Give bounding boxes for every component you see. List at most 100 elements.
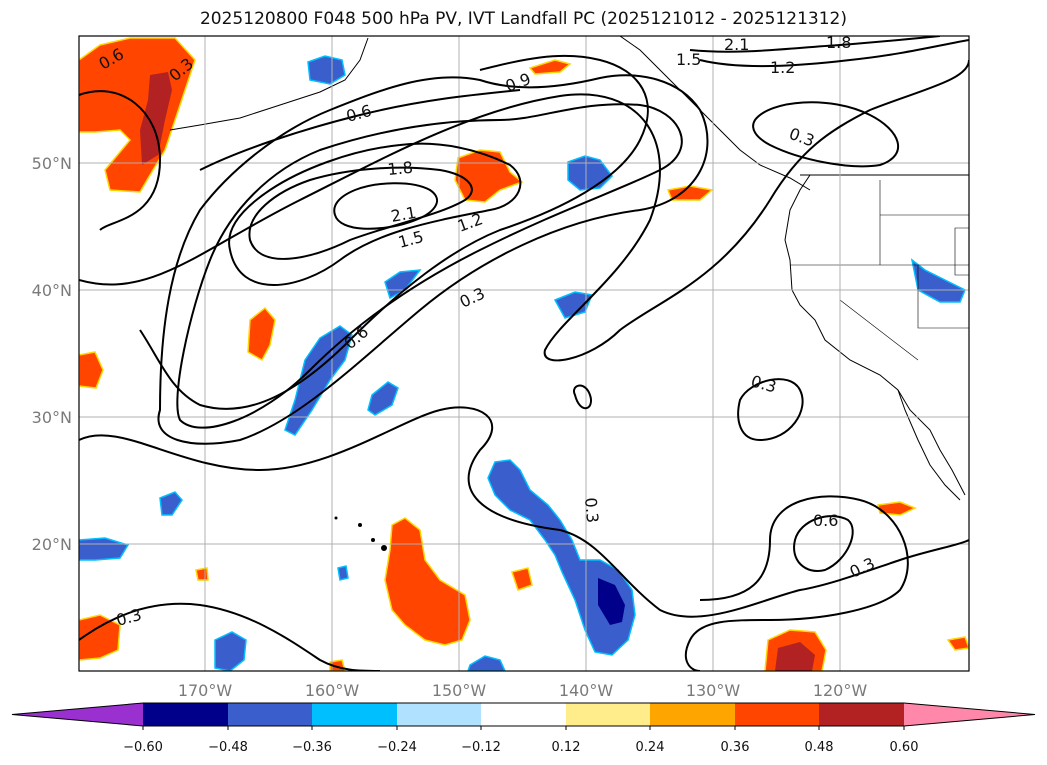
colorbar-tick: 0.36: [721, 740, 750, 755]
anomaly-blue-3: [384, 269, 422, 300]
contour-label: 1.8: [387, 158, 414, 179]
coast-bc-alaska-panhandle: [619, 36, 811, 191]
contour-0.9: [157, 74, 709, 445]
anomaly-se-red: [775, 642, 815, 671]
contour-0.6-outer: [79, 54, 649, 410]
colorbar-segment: [566, 703, 650, 726]
baja-coast: [897, 389, 961, 501]
contour-0.3-east-loop: [737, 378, 804, 442]
islands: [334, 516, 387, 551]
contour-0.6-north: [199, 89, 521, 171]
colorbar-segment: [312, 703, 397, 726]
lat-label: 50°N: [32, 154, 72, 173]
colorbar-tick: −0.60: [123, 740, 163, 755]
lat-label: 20°N: [32, 535, 72, 554]
map-area: [79, 36, 969, 671]
anomaly-orange-small-7: [877, 501, 917, 516]
colorbar-tick: 0.48: [805, 740, 834, 755]
lon-label: 170°W: [178, 681, 233, 700]
anomaly-blue-long-core: [598, 578, 625, 625]
contour-1.2: [176, 103, 683, 429]
lon-label: 120°W: [813, 681, 868, 700]
lat-label: 30°N: [32, 408, 72, 427]
colorbar-segment: [650, 703, 735, 726]
anomaly-orange-small-9: [195, 567, 209, 581]
colorbar-tick: 0.12: [552, 740, 581, 755]
anomaly-orange-small-5: [511, 567, 533, 591]
state-borders-2: [880, 214, 969, 266]
colorbar-ticks: −0.60 −0.48 −0.36 −0.24 −0.12 0.12 0.24 …: [123, 740, 918, 755]
lon-labels: 170°W 160°W 150°W 140°W 130°W 120°W: [178, 681, 868, 700]
lon-label: 130°W: [686, 681, 741, 700]
anomaly-orange-small-3: [247, 306, 276, 362]
colorbar-extend-low: [12, 703, 143, 726]
contour-label: 1.2: [770, 58, 795, 77]
colorbar-segment: [481, 703, 566, 726]
colorbar-segment: [228, 703, 312, 726]
contour-ne-1.5: [689, 36, 941, 53]
contour-0.6-loop: [793, 515, 854, 572]
anomaly-orange-small-4: [79, 351, 104, 389]
colorbar-segment: [819, 703, 904, 726]
state-borders: [790, 180, 969, 361]
island-hawaii-4: [334, 516, 338, 520]
contour-label: 1.5: [676, 50, 701, 69]
contour-0.3-south: [79, 406, 969, 618]
colorbar-segment: [143, 703, 228, 726]
graticule: [79, 36, 969, 671]
coast-us-west: [784, 174, 966, 496]
anomaly-blue-7: [910, 258, 966, 303]
colorbar-segment: [397, 703, 481, 726]
anomaly-orange-small-8: [946, 636, 969, 651]
anomaly-blue-4: [553, 291, 594, 319]
anomaly-orange-small-2: [666, 185, 714, 201]
contour-label: 1.8: [826, 33, 851, 52]
colorbar-tick: −0.36: [292, 740, 332, 755]
island-hawaii-3: [358, 523, 362, 527]
lon-label: 140°W: [559, 681, 614, 700]
island-hawaii: [381, 545, 387, 551]
coastlines: [169, 36, 969, 501]
contour-0.3-bottom: [79, 602, 381, 671]
lat-labels: 50°N 40°N 30°N 20°N: [32, 154, 72, 554]
contour-0.3-right-south: [573, 384, 592, 410]
contour-2.1: [333, 182, 438, 230]
anomaly-orange-small-6: [79, 614, 121, 661]
anomaly-hawaii-orange: [384, 517, 471, 646]
lon-label: 160°W: [305, 681, 360, 700]
anomaly-blue-8: [159, 491, 183, 516]
anomaly-orange-small-1: [528, 59, 572, 75]
contour-label: 0.6: [813, 511, 838, 530]
contour-ne-1.2: [699, 39, 969, 68]
anomaly-blue-11: [467, 655, 506, 671]
colorbar-segment: [735, 703, 819, 726]
colorbar-tick: 0.60: [890, 740, 919, 755]
map-border: [78, 35, 970, 672]
contour-0.3-ne-loop: [752, 101, 900, 168]
coast-alaska: [169, 37, 369, 131]
anomaly-blue-long: [487, 459, 636, 656]
anomaly-blue-6: [367, 381, 399, 416]
anomaly-blue-12: [337, 565, 349, 581]
contour-label: 2.1: [389, 203, 417, 226]
island-hawaii-2: [371, 538, 375, 542]
contour-label: 0.3: [581, 497, 602, 524]
colorbar-tick: −0.12: [461, 740, 501, 755]
contour-1.5: [228, 142, 522, 286]
pv-contours: [79, 36, 969, 671]
lat-label: 40°N: [32, 281, 72, 300]
contour-label: 2.1: [724, 35, 749, 54]
map-title: 2025120800 F048 500 hPa PV, IVT Landfall…: [199, 9, 847, 29]
contour-0.3-main: [79, 59, 969, 362]
anomaly-nw-red: [140, 72, 172, 165]
contour-1.8: [248, 166, 473, 260]
colorbar-tick: −0.24: [377, 740, 417, 755]
anomaly-blue-10: [214, 631, 247, 671]
colorbar-extend-high: [904, 703, 1035, 726]
positive-pv-anomalies: [79, 37, 969, 671]
contour-0.3-se: [684, 495, 909, 671]
anomaly-blue-1: [307, 55, 346, 85]
colorbar-tick: −0.48: [208, 740, 248, 755]
colorbar: [11, 702, 1036, 730]
